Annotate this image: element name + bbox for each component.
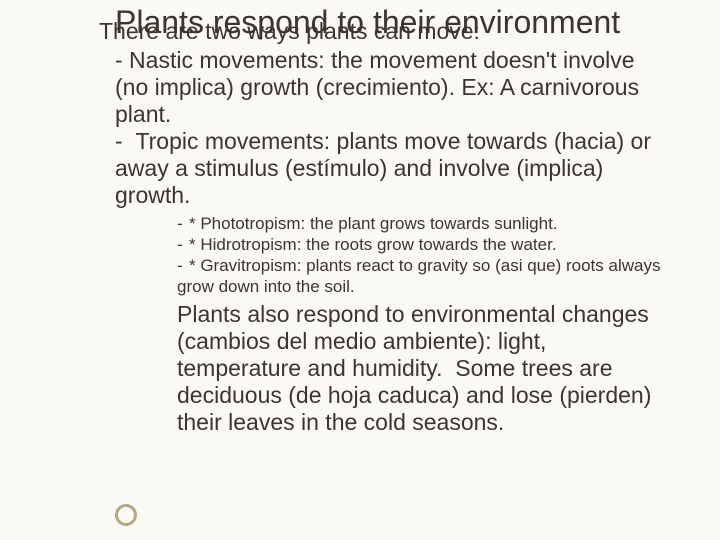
conclusion-text: Plants also respond to environmental cha…: [177, 301, 660, 436]
body-text: - Nastic movements: the movement doesn't…: [115, 47, 670, 209]
sub-list: -* Phototropism: the plant grows towards…: [177, 213, 668, 297]
bullet-dash-icon: -: [177, 234, 189, 255]
sub-phototropism: * Phototropism: the plant grows towards …: [189, 214, 558, 233]
sub-hidrotropism: * Hidrotropism: the roots grow towards t…: [189, 235, 557, 254]
sub-gravitropism: * Gravitropism: plants react to gravity …: [177, 256, 660, 296]
nastic-line: - Nastic movements: the movement doesn't…: [115, 47, 639, 127]
bullet-dash-icon: -: [177, 213, 189, 234]
slide: Plants respond to their environment Ther…: [0, 0, 720, 540]
bullet-dash-icon: -: [177, 255, 189, 276]
circle-decoration-icon: [115, 504, 137, 526]
tropic-line: - Tropic movements: plants move towards …: [115, 128, 670, 209]
